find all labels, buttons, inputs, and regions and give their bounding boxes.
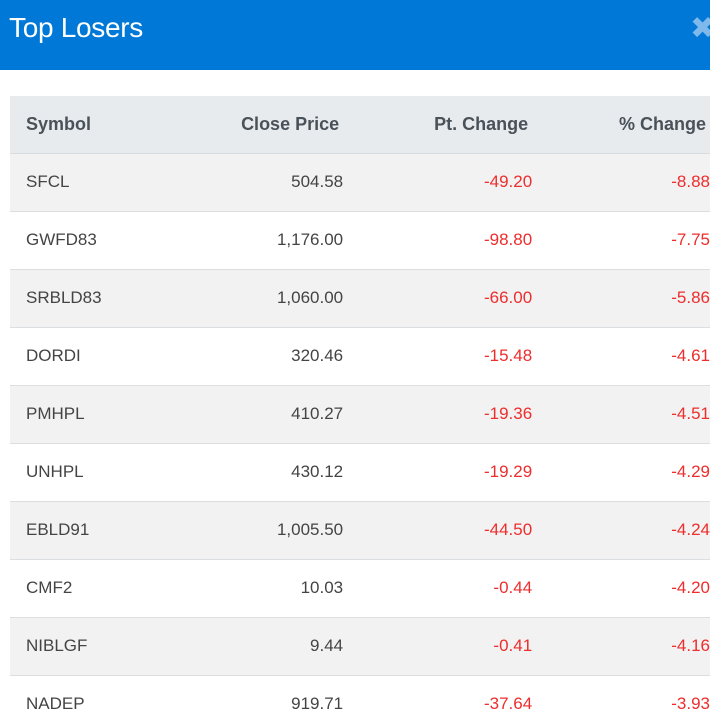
table-row[interactable]: NADEP 919.71 -37.64 -3.93 bbox=[10, 675, 710, 723]
pct-change-cell: -5.86 bbox=[671, 288, 710, 307]
table-row[interactable]: PMHPL 410.27 -19.36 -4.51 bbox=[10, 385, 710, 443]
table-body: SFCL 504.58 -49.20 -8.88 GWFD83 1,176.00 -98.8… bbox=[10, 153, 710, 723]
column-header-pct-change[interactable]: % Change bbox=[532, 96, 710, 154]
close-price-cell: 430.12 bbox=[291, 462, 344, 481]
table-row[interactable]: CMF2 10.03 -0.44 -4.20 bbox=[10, 559, 710, 617]
symbol-cell: PMHPL bbox=[26, 404, 85, 423]
pt-change-cell: -19.36 bbox=[483, 404, 533, 423]
symbol-cell: NADEP bbox=[26, 694, 85, 713]
symbol-cell: DORDI bbox=[26, 346, 81, 365]
table-row[interactable]: SRBLD83 1,060.00 -66.00 -5.86 bbox=[10, 269, 710, 327]
pct-change-cell: -4.16 bbox=[671, 636, 710, 655]
top-losers-table: Symbol Close Price Pt. Change % Change S… bbox=[10, 96, 710, 723]
table-row[interactable]: UNHPL 430.12 -19.29 -4.29 bbox=[10, 443, 710, 501]
pct-change-cell: -7.75 bbox=[671, 230, 710, 249]
top-losers-table-container: Symbol Close Price Pt. Change % Change S… bbox=[10, 96, 710, 723]
close-price-cell: 10.03 bbox=[300, 578, 344, 597]
pt-change-cell: -98.80 bbox=[483, 230, 533, 249]
pct-change-cell: -4.51 bbox=[671, 404, 710, 423]
symbol-cell: NIBLGF bbox=[26, 636, 88, 655]
column-header-close-price[interactable]: Close Price bbox=[193, 96, 344, 154]
table-header-row: Symbol Close Price Pt. Change % Change bbox=[10, 96, 710, 154]
pt-change-cell: -37.64 bbox=[483, 694, 533, 713]
pt-change-cell: -15.48 bbox=[483, 346, 533, 365]
pct-change-cell: -3.93 bbox=[671, 694, 710, 713]
close-price-cell: 320.46 bbox=[291, 346, 344, 365]
pct-change-cell: -4.29 bbox=[671, 462, 710, 481]
close-price-cell: 1,060.00 bbox=[276, 288, 344, 307]
pt-change-cell: -19.29 bbox=[483, 462, 533, 481]
table-row[interactable]: SFCL 504.58 -49.20 -8.88 bbox=[10, 153, 710, 211]
close-price-cell: 9.44 bbox=[310, 636, 344, 655]
table-row[interactable]: DORDI 320.46 -15.48 -4.61 bbox=[10, 327, 710, 385]
close-icon[interactable]: ✖ bbox=[690, 12, 710, 45]
close-price-cell: 410.27 bbox=[291, 404, 344, 423]
table-row[interactable]: NIBLGF 9.44 -0.41 -4.16 bbox=[10, 617, 710, 675]
table-row[interactable]: EBLD91 1,005.50 -44.50 -4.24 bbox=[10, 501, 710, 559]
modal-title: Top Losers bbox=[9, 12, 143, 43]
close-price-cell: 1,005.50 bbox=[276, 520, 344, 539]
symbol-cell: SFCL bbox=[26, 172, 70, 191]
pct-change-cell: -4.61 bbox=[671, 346, 710, 365]
pct-change-cell: -4.20 bbox=[671, 578, 710, 597]
pct-change-cell: -4.24 bbox=[671, 520, 710, 539]
close-price-cell: 919.71 bbox=[291, 694, 344, 713]
pct-change-cell: -8.88 bbox=[671, 172, 710, 191]
modal-header: Top Losers ✖ bbox=[0, 0, 710, 70]
pt-change-cell: -49.20 bbox=[483, 172, 533, 191]
symbol-cell: CMF2 bbox=[26, 578, 73, 597]
symbol-cell: EBLD91 bbox=[26, 520, 90, 539]
symbol-cell: GWFD83 bbox=[26, 230, 97, 249]
table-row[interactable]: GWFD83 1,176.00 -98.80 -7.75 bbox=[10, 211, 710, 269]
column-header-pt-change[interactable]: Pt. Change bbox=[343, 96, 533, 154]
pt-change-cell: -0.41 bbox=[493, 636, 533, 655]
close-price-cell: 504.58 bbox=[291, 172, 344, 191]
pt-change-cell: -0.44 bbox=[493, 578, 533, 597]
symbol-cell: UNHPL bbox=[26, 462, 84, 481]
column-header-symbol[interactable]: Symbol bbox=[10, 96, 194, 154]
symbol-cell: SRBLD83 bbox=[26, 288, 102, 307]
close-price-cell: 1,176.00 bbox=[276, 230, 344, 249]
pt-change-cell: -66.00 bbox=[483, 288, 533, 307]
pt-change-cell: -44.50 bbox=[483, 520, 533, 539]
